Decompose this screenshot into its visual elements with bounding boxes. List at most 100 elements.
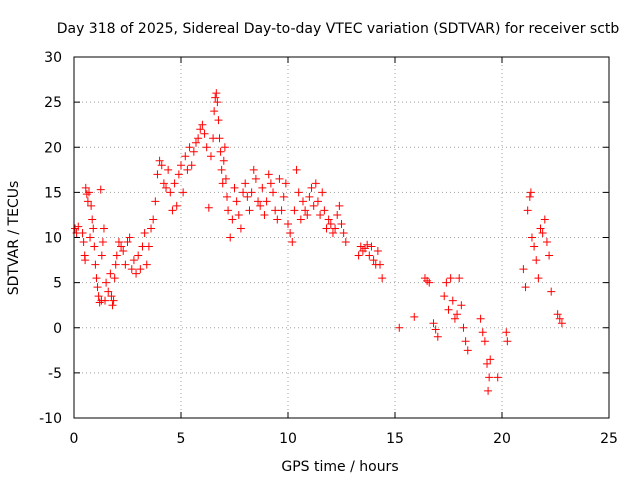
data-point: [251, 174, 260, 183]
data-point: [164, 165, 173, 174]
data-point: [236, 224, 245, 233]
data-point: [223, 192, 232, 201]
data-point: [78, 228, 87, 237]
data-point: [292, 165, 301, 174]
data-point: [298, 197, 307, 206]
data-point: [335, 201, 344, 210]
data-point: [288, 238, 297, 247]
data-point: [303, 210, 312, 219]
chart-title: Day 318 of 2025, Sidereal Day-to-day VTE…: [57, 21, 620, 37]
data-point: [200, 129, 209, 138]
data-point: [311, 179, 320, 188]
data-point: [316, 210, 325, 219]
data-point: [547, 287, 556, 296]
data-point: [189, 147, 198, 156]
data-point: [294, 188, 303, 197]
data-point: [284, 219, 292, 228]
data-point: [194, 134, 203, 143]
data-point: [485, 373, 494, 382]
data-point: [521, 283, 530, 292]
data-point: [123, 238, 132, 247]
data-point: [81, 256, 90, 265]
data-point: [326, 219, 335, 228]
data-point: [117, 242, 126, 251]
data-point: [127, 265, 136, 274]
data-point: [453, 310, 462, 319]
data-point: [232, 197, 241, 206]
data-point: [95, 298, 104, 307]
data-point: [82, 190, 91, 199]
data-point: [440, 292, 449, 301]
data-point: [101, 296, 110, 305]
data-point: [119, 247, 128, 256]
data-point: [333, 210, 342, 219]
data-point: [395, 323, 404, 332]
data-point: [423, 276, 432, 285]
data-point: [305, 192, 314, 201]
data-point: [526, 188, 535, 197]
data-point: [502, 328, 511, 337]
data-point: [107, 292, 116, 301]
data-point: [170, 179, 179, 188]
data-point: [136, 265, 145, 274]
data-point: [557, 319, 566, 328]
data-point: [369, 256, 378, 265]
data-point: [478, 328, 487, 337]
data-point: [356, 242, 365, 251]
data-point: [254, 197, 263, 206]
data-point: [187, 161, 196, 170]
data-point: [104, 287, 113, 296]
data-point: [455, 274, 464, 283]
data-point: [376, 260, 385, 269]
data-point: [142, 260, 151, 269]
data-point: [157, 161, 166, 170]
data-point: [93, 283, 102, 292]
y-tick-label: 10: [44, 231, 62, 247]
data-point: [264, 170, 273, 179]
x-tick-label: 0: [70, 431, 79, 447]
data-point: [125, 233, 134, 242]
data-point: [331, 224, 340, 233]
data-point: [373, 247, 382, 256]
data-point: [519, 265, 528, 274]
data-point: [153, 170, 162, 179]
data-point: [94, 292, 103, 301]
data-point: [121, 260, 130, 269]
data-point: [102, 278, 111, 287]
data-point: [459, 323, 468, 332]
data-point: [542, 238, 551, 247]
data-point: [211, 93, 220, 102]
data-point: [480, 337, 489, 346]
data-point: [260, 210, 269, 219]
data-point: [442, 278, 451, 287]
data-point: [486, 355, 495, 364]
data-point: [81, 183, 90, 192]
data-point: [538, 228, 547, 237]
data-point: [179, 188, 188, 197]
y-tick-label: 20: [44, 140, 62, 156]
data-point: [97, 251, 106, 260]
data-point: [301, 206, 310, 215]
data-point: [241, 179, 250, 188]
data-point: [228, 215, 237, 224]
data-point: [378, 274, 387, 283]
data-point: [256, 201, 265, 210]
y-tick-label: -5: [48, 366, 62, 382]
data-point: [210, 107, 219, 116]
data-point: [79, 238, 88, 247]
y-tick-label: 25: [44, 95, 62, 111]
data-point: [106, 269, 115, 278]
data-point: [217, 165, 226, 174]
data-point: [525, 192, 534, 201]
data-point: [87, 201, 96, 210]
data-point: [91, 260, 100, 269]
data-point: [540, 215, 549, 224]
data-point: [198, 120, 207, 129]
x-tick-label: 15: [386, 431, 404, 447]
data-point: [90, 242, 99, 251]
data-point: [322, 224, 331, 233]
data-point: [536, 224, 545, 233]
x-tick-label: 25: [600, 431, 618, 447]
data-point: [307, 183, 316, 192]
